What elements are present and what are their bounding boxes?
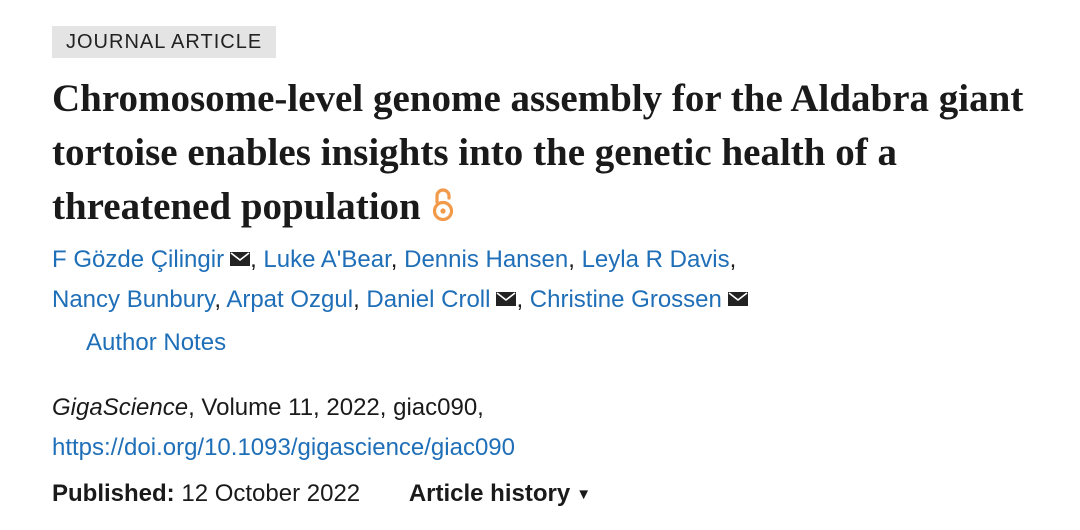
open-access-lock-icon bbox=[432, 188, 453, 222]
author-link[interactable]: Daniel Croll bbox=[366, 286, 491, 313]
published-date: 12 October 2022 bbox=[181, 480, 361, 507]
author-link[interactable]: Luke A'Bear bbox=[263, 246, 391, 273]
article-title: Chromosome-level genome assembly for the… bbox=[52, 72, 1062, 234]
author-link[interactable]: Arpat Ozgul bbox=[226, 286, 354, 313]
publication-info: Published: 12 October 2022 Article histo… bbox=[52, 474, 591, 515]
article-type-badge: JOURNAL ARTICLE bbox=[52, 26, 277, 58]
author-link[interactable]: Nancy Bunbury bbox=[52, 286, 215, 313]
citation-details: , Volume 11, 2022, giac090, bbox=[188, 394, 484, 421]
doi-link[interactable]: https://doi.org/10.1093/gigascience/giac… bbox=[52, 434, 515, 461]
author-notes-link[interactable]: Author Notes bbox=[86, 329, 227, 356]
author-link[interactable]: Leyla R Davis bbox=[581, 246, 730, 273]
caret-down-icon: ▼ bbox=[576, 486, 592, 503]
author-link[interactable]: Christine Grossen bbox=[529, 286, 722, 313]
published-label: Published: bbox=[52, 480, 175, 507]
journal-name: GigaScience bbox=[52, 394, 189, 421]
article-history-label: Article history bbox=[408, 480, 571, 507]
citation-block: GigaScience, Volume 11, 2022, giac090, h… bbox=[52, 388, 515, 468]
author-list: F Gözde Çilingir, Luke A'Bear, Dennis Ha… bbox=[52, 240, 1052, 320]
article-history-button[interactable]: Article history ▼ bbox=[409, 480, 591, 507]
author-link[interactable]: F Gözde Çilingir bbox=[52, 246, 225, 273]
envelope-icon[interactable] bbox=[230, 252, 251, 266]
article-title-text: Chromosome-level genome assembly for the… bbox=[52, 77, 1024, 228]
envelope-icon[interactable] bbox=[727, 292, 748, 306]
envelope-icon[interactable] bbox=[496, 292, 517, 306]
author-link[interactable]: Dennis Hansen bbox=[404, 246, 569, 273]
